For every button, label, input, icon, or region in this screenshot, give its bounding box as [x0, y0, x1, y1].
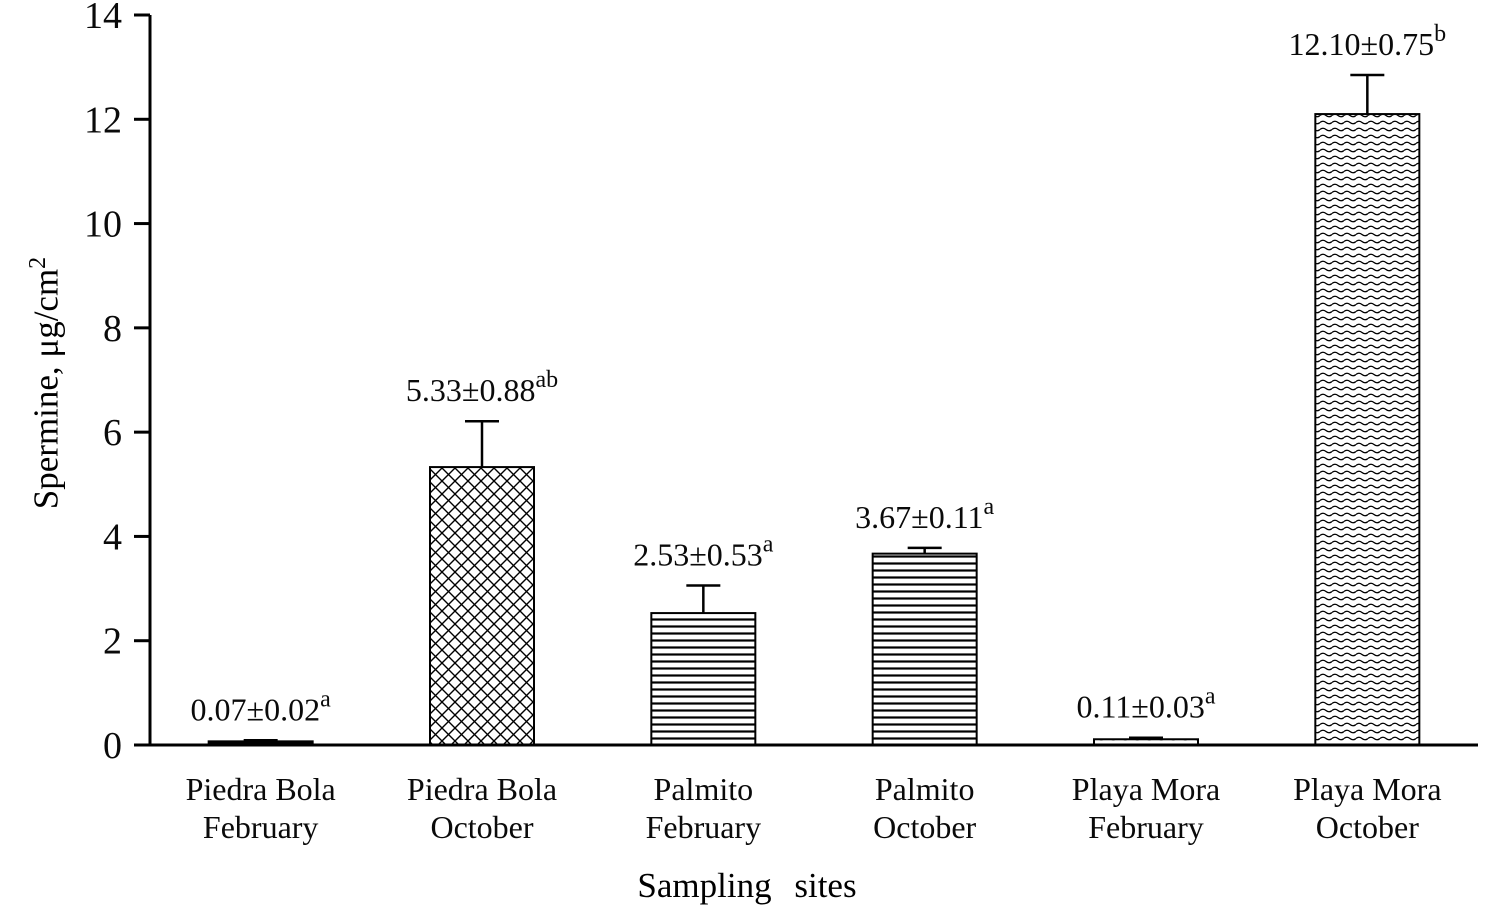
bar-value-label: 3.67±0.11a: [855, 494, 994, 535]
y-tick-label: 2: [103, 621, 122, 663]
y-axis-title-superscript: 2: [25, 256, 51, 269]
y-axis-title-text: Spermine, μg/cm: [26, 268, 66, 510]
bar-significance-letter: a: [1205, 684, 1216, 710]
bar: [650, 612, 757, 746]
x-category-site: Piedra Bola: [407, 771, 557, 807]
bar-significance-letter: a: [984, 494, 995, 520]
y-axis-title: Spermine, μg/cm2: [15, 83, 66, 683]
y-tick-label: 12: [84, 99, 122, 141]
x-category-site: Palmito: [654, 771, 754, 807]
bar: [1314, 113, 1421, 747]
bar-value-label: 12.10±0.75b: [1289, 21, 1447, 62]
bars-layer: [207, 73, 1421, 747]
x-category-month: October: [873, 809, 976, 845]
bar-significance-letter: b: [1434, 21, 1446, 47]
bar-significance-letter: a: [320, 686, 331, 712]
x-category-month: February: [646, 809, 762, 845]
x-category-month: October: [1316, 809, 1419, 845]
bar: [871, 552, 978, 747]
x-category-month: February: [203, 809, 319, 845]
y-tick-label: 4: [103, 516, 122, 558]
y-tick-label: 6: [103, 412, 122, 454]
bar-value-label: 0.11±0.03a: [1076, 684, 1215, 725]
x-category-month: October: [430, 809, 533, 845]
bar-value-label: 2.53±0.53a: [633, 531, 774, 572]
y-tick-label: 8: [103, 308, 122, 350]
x-category-site: Piedra Bola: [186, 771, 336, 807]
bar: [429, 466, 535, 746]
bar-significance-letter: a: [763, 531, 774, 557]
x-category-site: Playa Mora: [1293, 771, 1441, 807]
x-category-site: Palmito: [875, 771, 975, 807]
y-tick-label: 14: [84, 0, 122, 37]
y-tick-label: 10: [84, 204, 122, 246]
y-tick-label: 0: [103, 725, 122, 767]
bar-significance-letter: ab: [535, 367, 558, 393]
bar-value-label: 5.33±0.88ab: [406, 367, 558, 408]
x-category-site: Playa Mora: [1072, 771, 1220, 807]
bar-value-label: 0.07±0.02a: [191, 686, 332, 727]
x-axis-title: Sampling sites: [637, 866, 857, 905]
x-category-month: February: [1088, 809, 1204, 845]
axes-layer: [134, 13, 1478, 747]
